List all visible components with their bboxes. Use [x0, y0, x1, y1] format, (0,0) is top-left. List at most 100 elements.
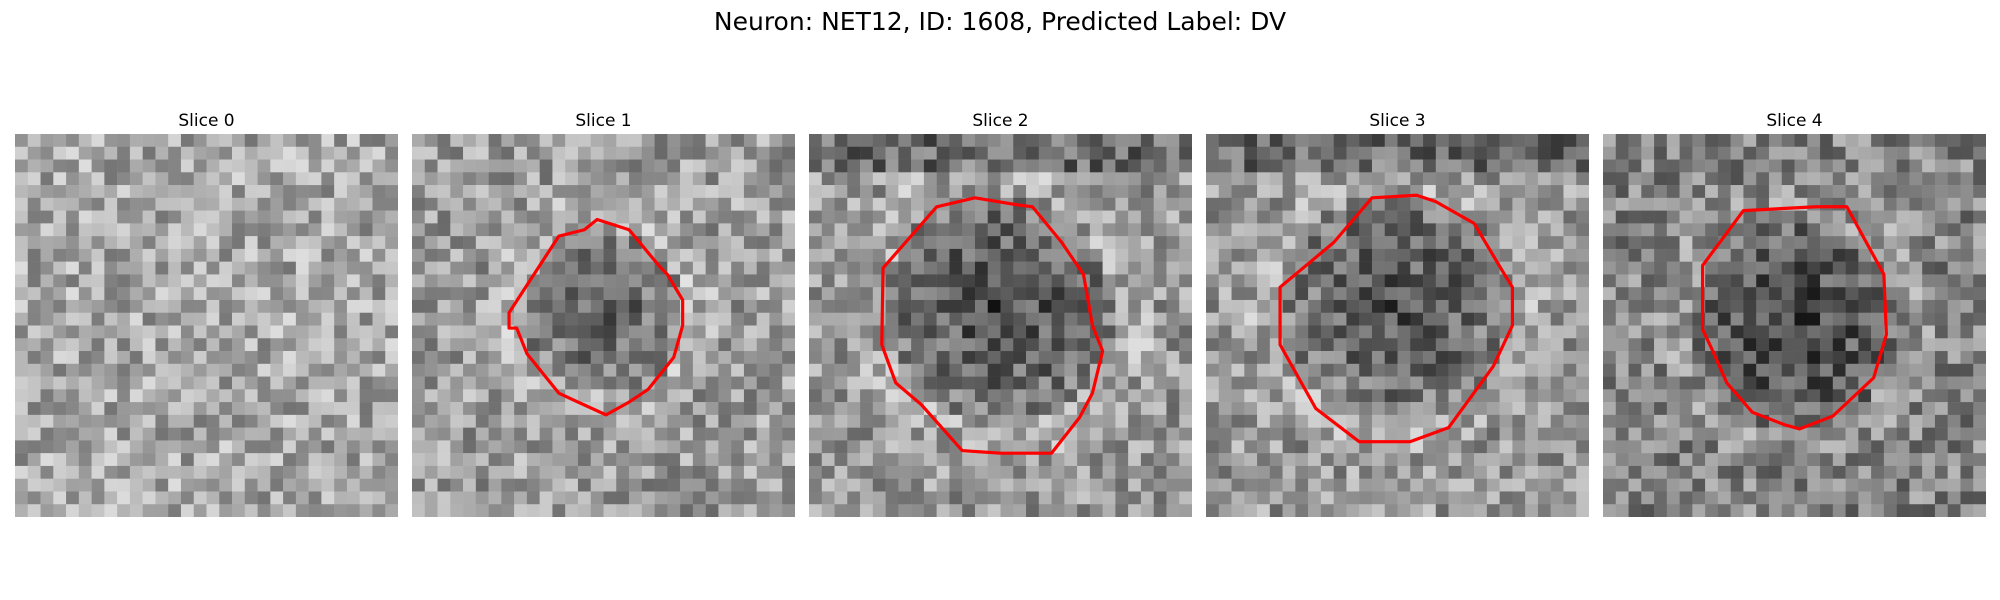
- pixel: [232, 197, 246, 211]
- pixel: [257, 312, 271, 326]
- pixel: [359, 197, 373, 211]
- pixel: [1410, 172, 1424, 186]
- pixel: [1934, 414, 1948, 428]
- pixel: [1550, 134, 1564, 148]
- pixel: [295, 427, 309, 441]
- pixel: [821, 325, 835, 339]
- pixel: [1692, 504, 1706, 517]
- pixel: [885, 312, 899, 326]
- pixel: [168, 146, 182, 160]
- pixel: [1435, 185, 1449, 199]
- pixel: [193, 427, 207, 441]
- pixel: [1679, 363, 1693, 377]
- pixel: [412, 134, 426, 148]
- pixel: [1089, 491, 1103, 505]
- pixel: [501, 185, 515, 199]
- pixel: [923, 299, 937, 313]
- pixel: [1486, 325, 1500, 339]
- pixel: [949, 248, 963, 262]
- pixel: [590, 159, 604, 173]
- pixel: [155, 299, 169, 313]
- pixel: [104, 478, 118, 492]
- pixel: [193, 402, 207, 416]
- pixel: [590, 491, 604, 505]
- pixel: [1140, 146, 1154, 160]
- pixel: [1832, 491, 1846, 505]
- pixel: [1730, 491, 1744, 505]
- pixel: [1717, 427, 1731, 441]
- pixel: [1013, 504, 1027, 517]
- pixel: [731, 159, 745, 173]
- pixel: [1679, 223, 1693, 237]
- pixel: [334, 210, 348, 224]
- pixel: [283, 223, 297, 237]
- pixel: [219, 146, 233, 160]
- pixel: [872, 325, 886, 339]
- pixel: [1654, 478, 1668, 492]
- pixel: [667, 185, 681, 199]
- pixel: [1206, 427, 1220, 441]
- pixel: [295, 351, 309, 365]
- pixel: [1089, 414, 1103, 428]
- pixel: [552, 287, 566, 301]
- pixel: [78, 465, 92, 479]
- pixel: [206, 261, 220, 275]
- pixel: [565, 427, 579, 441]
- pixel: [1934, 465, 1948, 479]
- pixel: [1474, 465, 1488, 479]
- pixel: [1947, 504, 1961, 517]
- pixel: [1576, 351, 1589, 365]
- pixel: [1410, 236, 1424, 250]
- pixel: [680, 223, 694, 237]
- pixel: [1179, 402, 1192, 416]
- pixel: [270, 440, 284, 454]
- pixel: [1960, 185, 1974, 199]
- pixel: [295, 287, 309, 301]
- pixel: [15, 197, 29, 211]
- pixel: [424, 453, 438, 467]
- pixel: [308, 478, 322, 492]
- pixel: [1359, 236, 1373, 250]
- pixel: [1871, 402, 1885, 416]
- pixel: [1282, 325, 1296, 339]
- pixel: [1359, 274, 1373, 288]
- pixel: [412, 453, 426, 467]
- pixel: [334, 402, 348, 416]
- pixel: [1654, 504, 1668, 517]
- pixel: [1038, 312, 1052, 326]
- pixel: [1397, 248, 1411, 262]
- pixel: [1947, 274, 1961, 288]
- pixel: [1512, 146, 1526, 160]
- pixel: [1641, 223, 1655, 237]
- pixel: [450, 261, 464, 275]
- pixel: [1333, 453, 1347, 467]
- pixel: [1628, 248, 1642, 262]
- pixel: [1499, 197, 1513, 211]
- pixel: [1845, 146, 1859, 160]
- pixel: [1820, 236, 1834, 250]
- pixel: [1603, 427, 1617, 441]
- pixel: [104, 312, 118, 326]
- pixel: [1359, 261, 1373, 275]
- pixel: [1654, 210, 1668, 224]
- pixel: [1563, 325, 1577, 339]
- pixel: [616, 363, 630, 377]
- pixel: [1346, 491, 1360, 505]
- pixel: [1845, 185, 1859, 199]
- pixel: [270, 325, 284, 339]
- pixel: [1231, 325, 1245, 339]
- pixel: [129, 325, 143, 339]
- pixel: [1333, 491, 1347, 505]
- pixel: [463, 402, 477, 416]
- pixel: [488, 351, 502, 365]
- pixel: [117, 287, 131, 301]
- pixel: [514, 414, 528, 428]
- pixel: [232, 427, 246, 441]
- pixel: [78, 427, 92, 441]
- pixel: [1013, 338, 1027, 352]
- pixel: [206, 185, 220, 199]
- pixel: [1768, 274, 1782, 288]
- pixel: [923, 453, 937, 467]
- pixel: [219, 414, 233, 428]
- pixel: [756, 504, 770, 517]
